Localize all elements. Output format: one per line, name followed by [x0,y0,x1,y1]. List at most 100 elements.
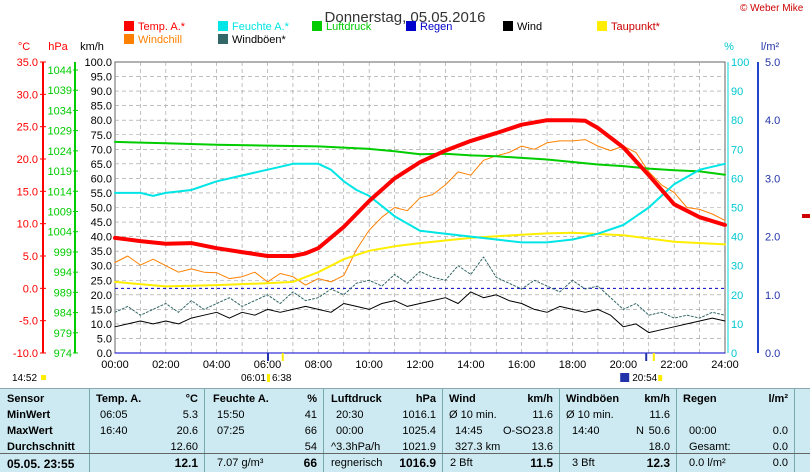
stats-col-wind: Wind km/h Ø 10 min. 11.6 14:45 O-SO 23.8… [443,389,560,472]
humidity-tick-label: 10 [731,319,743,331]
chart-title: Donnerstag, 05.05.2016 [325,9,486,26]
press-now-value: 1016.9 [399,456,436,470]
legend-label: Temp. A.* [138,21,186,33]
legend-label: Windchill [138,34,182,46]
wind-tick-label: 10.0 [91,319,112,331]
x-tick-label: 20:00 [610,359,638,371]
series-line-feuchte-a [114,162,726,244]
temp-tick-label: 0.0 [23,283,38,295]
gust-max-value: 50.6 [648,425,670,437]
header-temp: Temp. A. [96,393,142,405]
legend-swatch [503,21,513,31]
x-tick-label: 18:00 [559,359,587,371]
pressure-axis-label: hPa [48,41,68,53]
temp-avg-value: 12.60 [170,441,198,453]
legend-label: Wind [517,21,542,33]
pressure-tick-label: 1044 [48,65,72,77]
edge-marker [802,214,810,218]
humidity-tick-label: 40 [731,232,743,244]
temp-tick-label: -5.0 [19,316,38,328]
wind-tick-label: 30.0 [91,261,112,273]
chart-legend: Temp. A.* Feuchte A.* Luftdruck Regen Wind Ta… [124,21,661,46]
legend-swatch [124,21,134,31]
sunset-label: 20:54 [632,373,657,384]
x-tick-label: 24:00 [711,359,739,371]
stats-col-humidity: Feuchte A. % 15:50 41 07:25 66 54 7.07 g… [205,389,324,472]
header-gusts: Windböen [566,393,620,405]
temp-tick-label: 25.0 [17,122,38,134]
gust-avg10-value: 11.6 [649,409,670,421]
sunrise-icon [267,374,271,382]
stats-col-sensor: Sensor MinWert MaxWert Durchschnitt 05.0… [0,389,90,472]
pressure-tick-label: 999 [54,247,72,259]
stats-col-rain: Regen l/m² 00:00 0.0 Gesamt: 0.0 0.0 l/m… [677,389,795,472]
pressure-tick-label: 974 [54,348,72,360]
temp-tick-label: 30.0 [17,89,38,101]
press-avg-value: 1021.9 [402,441,436,453]
humidity-tick-label: 50 [731,203,743,215]
x-tick-label: 12:00 [406,359,434,371]
current-time-marker [41,375,46,380]
wind-tick-label: 100.0 [84,57,112,69]
series-line-wind [114,291,726,334]
temp-now-value: 12.1 [174,456,198,470]
temp-tick-label: 20.0 [17,154,38,166]
header-pressure: Luftdruck [331,393,382,405]
header-rain: Regen [683,393,717,405]
wind-tick-label: 85.0 [91,101,112,113]
hum-now-value: 66 [303,456,317,470]
x-tick-label: 22:00 [660,359,688,371]
pressure-tick-label: 1014 [48,186,72,198]
wind-axis-label: km/h [80,41,104,53]
header-pressure-unit: hPa [415,393,436,405]
temp-tick-label: 5.0 [23,251,38,263]
x-tick-label: 02:00 [152,359,180,371]
series-line-windb-en [114,256,726,319]
wind-tick-label: 75.0 [91,130,112,142]
pressure-tick-label: 1034 [48,105,72,117]
press-trend: ^3.3hPa/h [331,441,381,453]
sunset-icon [658,375,663,381]
hum-max-value: 66 [304,425,317,437]
plot-area [114,61,726,354]
rain-total-label: Gesamt: [689,441,731,453]
gust-now-value: 12.3 [646,456,670,470]
temp-min-value: 5.3 [182,409,198,421]
header-humidity-unit: % [307,393,317,405]
hum-avg-value: 54 [304,441,317,453]
humidity-tick-label: 60 [731,173,743,185]
gust-max-time: 14:40 [572,425,600,437]
moon-icon [620,373,630,382]
pressure-tick-label: 1024 [48,146,72,158]
wind-avg10-value: 11.6 [532,409,553,421]
rain-axis-label: l/m² [761,41,780,53]
rain-tick-label: 3.0 [765,173,780,185]
gust-max-direction: N [636,425,644,437]
humidity-tick-label: 20 [731,290,743,302]
rain-tick-label: 4.0 [765,115,780,127]
wind-tick-label: 25.0 [91,275,112,287]
series-line-temp-a [113,118,727,258]
rain-tick-label: 2.0 [765,232,780,244]
sunrise2-label: 6:38 [272,373,292,384]
time-markers: 14:52 06:01 6:38 20:54 [12,214,810,384]
series-group [113,118,727,354]
gust-beaufort: 3 Bft [572,457,595,469]
pressure-tick-label: 1009 [48,207,72,219]
hum-min-value: 41 [304,409,317,421]
stats-col-pressure: Luftdruck hPa 20:30 1016.1 00:00 1025.4 … [324,389,443,472]
humidity-tick-label: 0 [731,348,737,360]
rain-max-time: 00:00 [689,425,717,437]
rain-max-value: 0.0 [772,425,788,437]
x-tick-label: 06:00 [254,359,282,371]
legend-label: Feuchte A.* [232,21,290,33]
legend-swatch [406,21,416,31]
wind-tick-label: 40.0 [91,232,112,244]
hum-min-time: 15:50 [217,409,245,421]
humidity-tick-label: 100 [731,57,749,69]
rain-tick-label: 0.0 [765,348,780,360]
wind-tick-label: 5.0 [97,333,112,345]
wind-tick-label: 65.0 [91,159,112,171]
legend-swatch [312,21,322,31]
copyright-text[interactable]: © Weber Mike [740,3,804,14]
